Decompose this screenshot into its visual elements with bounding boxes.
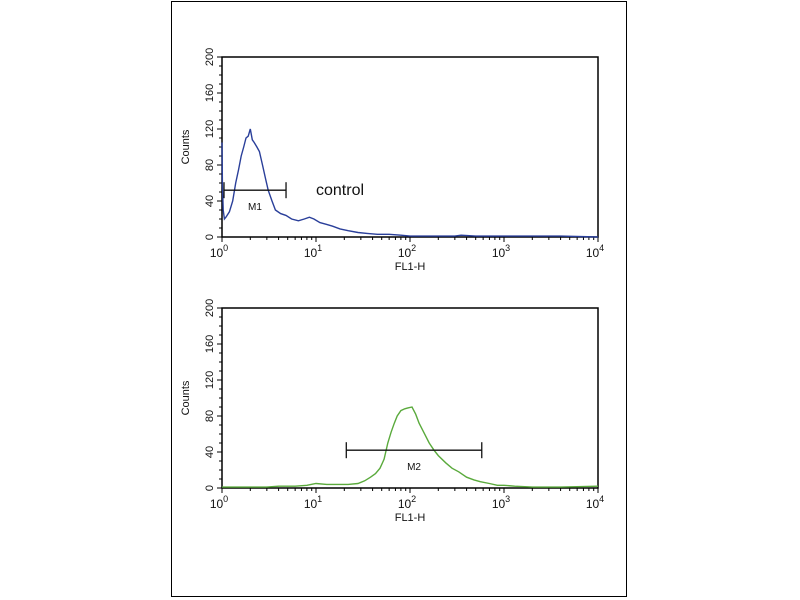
y-tick-label: 40 xyxy=(204,446,216,458)
histogram-line xyxy=(221,128,599,238)
plot-area xyxy=(221,307,599,489)
y-axis-label: Counts xyxy=(180,380,192,415)
plot-area xyxy=(221,56,599,238)
x-axis-label: FL1-H xyxy=(395,261,426,273)
x-tick-label: 104 xyxy=(586,243,604,260)
gate-marker-label: M1 xyxy=(248,202,262,213)
y-tick-label: 160 xyxy=(204,84,216,102)
y-tick-label: 120 xyxy=(204,120,216,138)
gate-marker-label: M2 xyxy=(407,462,421,473)
x-tick-label: 100 xyxy=(210,494,228,511)
y-tick-label: 120 xyxy=(204,371,216,389)
x-tick-label: 102 xyxy=(398,243,416,260)
y-tick-label: 0 xyxy=(204,234,216,240)
figure-frame xyxy=(171,1,627,597)
y-tick-label: 200 xyxy=(204,48,216,66)
histogram-panel-2: 0 40 80 120 160 200 Counts 100 101 102 103 104 FL1-H… xyxy=(180,299,604,524)
x-tick-label: 100 xyxy=(210,243,228,260)
x-tick-label: 104 xyxy=(586,494,604,511)
x-tick-label: 102 xyxy=(398,494,416,511)
annotation-label: control xyxy=(316,182,364,199)
y-tick-label: 80 xyxy=(204,410,216,422)
x-tick-label: 101 xyxy=(304,243,322,260)
x-tick-label: 103 xyxy=(492,243,510,260)
x-tick-label: 101 xyxy=(304,494,322,511)
histogram-panel-1: 0 40 80 120 160 200 Counts 100 101 102 103 104 FL1-H… xyxy=(180,48,604,273)
y-tick-label: 200 xyxy=(204,299,216,317)
x-tick-label: 103 xyxy=(492,494,510,511)
y-axis-label: Counts xyxy=(180,129,192,164)
y-tick-label: 40 xyxy=(204,195,216,207)
y-tick-label: 0 xyxy=(204,485,216,491)
y-tick-label: 80 xyxy=(204,159,216,171)
histogram-line xyxy=(222,406,599,488)
x-axis-label: FL1-H xyxy=(395,512,426,524)
y-tick-label: 160 xyxy=(204,335,216,353)
